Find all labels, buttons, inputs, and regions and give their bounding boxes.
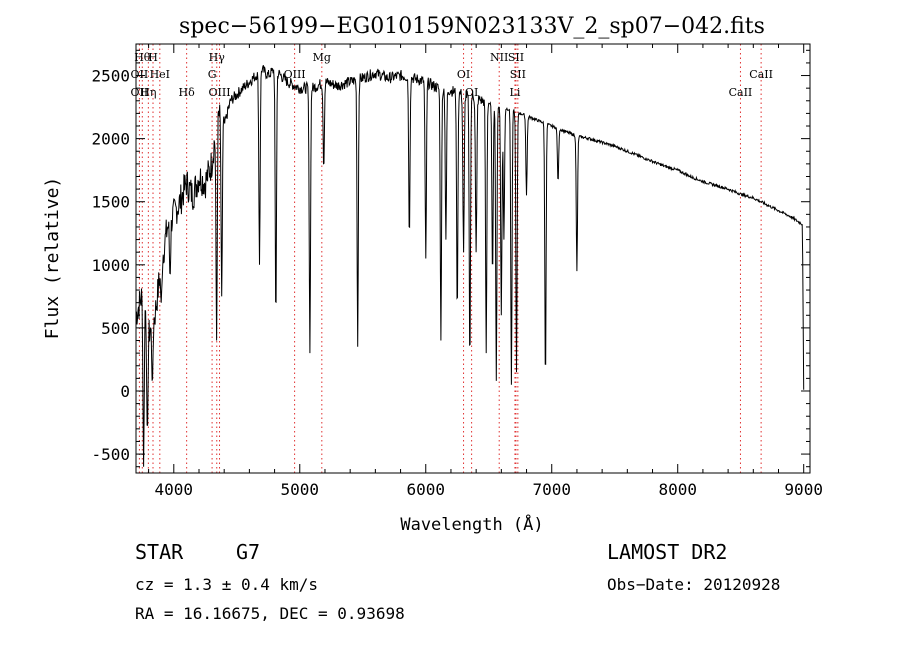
line-marker-label: H [148, 51, 158, 64]
y-tick-label: 500 [101, 319, 130, 338]
line-marker-label: CaII [729, 86, 753, 99]
y-axis-label: Flux (relative) [42, 177, 63, 340]
vertical-line-markers [138, 44, 762, 473]
object-class: STAR [135, 540, 184, 564]
line-marker-label: Mg [313, 51, 331, 64]
line-marker-label: G [208, 68, 217, 81]
line-marker-label: SII [510, 68, 526, 81]
y-tick-label: -500 [91, 445, 130, 464]
line-marker-label: OI [457, 68, 470, 81]
y-tick-label: 2500 [91, 67, 130, 86]
line-marker-label: HeI [150, 68, 170, 81]
x-tick-label: 6000 [406, 480, 445, 499]
line-marker-label: Hη [140, 86, 156, 99]
x-tick-label: 9000 [784, 480, 823, 499]
line-marker-label: Li [510, 86, 521, 99]
object-subclass: G7 [236, 540, 260, 564]
line-marker-label: OIII [208, 86, 230, 99]
chart-title: spec−56199−EG010159N023133V_2_sp07−042.f… [179, 14, 765, 39]
line-marker-label: SII [508, 51, 524, 64]
line-marker-label: Hδ [179, 86, 196, 99]
x-tick-label: 8000 [658, 480, 697, 499]
line-marker-label: NII [490, 51, 508, 64]
spectrum-trace [135, 64, 805, 467]
line-marker-label: Hθ [134, 51, 151, 64]
y-axis: -500 0 500 1000 1500 2000 2500 [91, 49, 810, 468]
survey-name: LAMOST DR2 [607, 540, 727, 564]
line-marker-label: CaII [749, 68, 773, 81]
observation-date: Obs−Date: 20120928 [607, 575, 780, 594]
y-tick-label: 0 [120, 382, 130, 401]
line-marker-label: OIII [284, 68, 306, 81]
spectrum-line [135, 64, 805, 467]
line-marker-label: OII [131, 86, 149, 99]
x-tick-label: 7000 [532, 480, 571, 499]
x-tick-label: 4000 [155, 480, 194, 499]
coordinates-text: RA = 16.16675, DEC = 0.93698 [135, 604, 405, 623]
x-tick-label: 5000 [281, 480, 320, 499]
line-marker-label: Hγ [209, 51, 226, 64]
redshift-text: cz = 1.3 ± 0.4 km/s [135, 575, 318, 594]
plot-frame [135, 43, 811, 474]
y-tick-label: 1500 [91, 193, 130, 212]
y-tick-label: 1000 [91, 256, 130, 275]
x-axis: 4000 5000 6000 7000 8000 9000 [148, 44, 823, 499]
x-axis-label: Wavelength (Å) [400, 513, 543, 535]
y-tick-label: 2000 [91, 130, 130, 149]
line-marker-label: OII [131, 68, 149, 81]
